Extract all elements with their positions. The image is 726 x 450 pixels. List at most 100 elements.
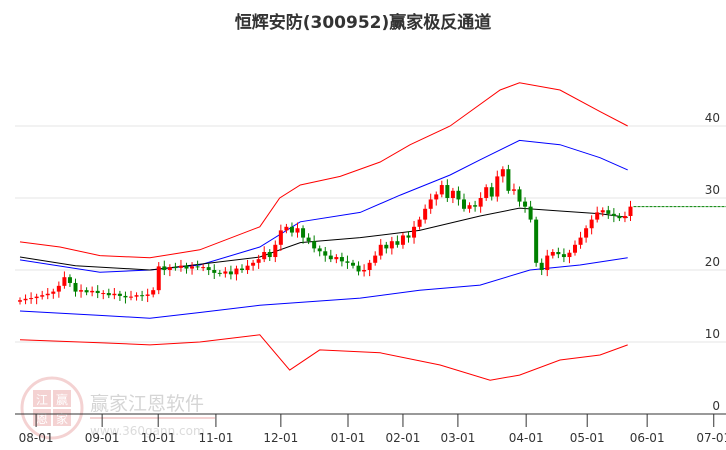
candle-body [600, 210, 605, 213]
candle-body [256, 259, 261, 263]
candle-body [628, 206, 633, 216]
candle-body [278, 230, 283, 245]
candle-body [334, 257, 339, 260]
x-tick-label: 01-01 [331, 431, 366, 445]
candle-body [578, 237, 583, 245]
logo-char: 赢 [56, 392, 68, 407]
candle-body [478, 198, 483, 207]
candle-body [534, 219, 539, 263]
candle-body [384, 244, 389, 249]
candle-body [184, 265, 189, 269]
candle-body [73, 282, 78, 292]
candle-body [295, 228, 300, 233]
logo-char: 家 [56, 411, 68, 426]
y-tick-label: 10 [705, 327, 720, 341]
y-tick-label: 20 [705, 255, 720, 269]
candle-body [134, 295, 139, 297]
candle-body [439, 185, 444, 195]
candle-body [234, 268, 239, 275]
band-line-lower-outer [19, 334, 628, 381]
candle-body [178, 265, 183, 268]
candle-body [267, 252, 272, 258]
candle-body [34, 296, 39, 299]
candle-body [606, 210, 611, 214]
candle-body [84, 290, 89, 293]
candle-body [217, 272, 222, 274]
candle-body [129, 296, 133, 298]
candle-body [622, 216, 627, 219]
chart-title: 恒辉安防(300952)赢家极反通道 [235, 12, 492, 33]
candle-body [228, 271, 233, 275]
candle-body [112, 293, 117, 296]
watermark: 江 赢 恩 家 赢家江恩软件 www.360gann.com [20, 376, 215, 440]
candle-body [528, 206, 533, 220]
watermark-name: 赢家江恩软件 [90, 393, 204, 415]
candle-body [462, 199, 466, 209]
candle-body [56, 285, 61, 292]
candle-body [95, 290, 100, 294]
candle-body [145, 294, 150, 296]
candle-body [301, 228, 306, 238]
x-tick-label: 03-01 [440, 431, 475, 445]
candle-body [140, 295, 145, 297]
logo-char: 恩 [36, 412, 48, 426]
candle-body [511, 189, 516, 191]
candle-body [201, 267, 206, 269]
candle-body [573, 244, 577, 253]
x-tick-label: 09-01 [85, 431, 120, 445]
candle-body [495, 176, 500, 197]
candle-body [428, 199, 433, 209]
logo-cell [53, 409, 71, 426]
candle-body [351, 262, 355, 266]
candle-body [101, 293, 106, 295]
candle-body [617, 216, 622, 219]
candle-body [550, 252, 555, 256]
candle-body [517, 189, 522, 202]
logo-cell [33, 409, 51, 426]
candle-body [450, 190, 455, 198]
candle-body [173, 267, 178, 269]
x-tick-label: 06-01 [630, 431, 665, 445]
candle-body [223, 271, 228, 274]
x-tick-label: 04-01 [509, 431, 544, 445]
candle-body [434, 194, 439, 200]
x-tick-label: 08-01 [19, 431, 54, 445]
candle-body [567, 252, 572, 258]
candle-body [328, 255, 333, 260]
candle-body [156, 266, 161, 291]
candle-body [306, 237, 311, 242]
watermark-logo-icon [20, 376, 84, 440]
logo-cell [33, 390, 51, 407]
candle-body [212, 270, 217, 273]
candle-body [317, 248, 322, 252]
candle-body [389, 241, 394, 249]
candle-body [561, 254, 566, 258]
candle-body [240, 268, 244, 270]
candle-body [367, 262, 372, 270]
candle-body [90, 290, 95, 293]
candle-body [595, 212, 600, 220]
candle-body [584, 228, 589, 238]
candle-body [117, 293, 122, 296]
band-line-middle [19, 207, 628, 271]
candle-body [556, 252, 561, 255]
candle-body [289, 226, 294, 233]
candle-body [412, 226, 417, 238]
candle-body [339, 257, 344, 262]
x-tick-label: 11-01 [198, 431, 233, 445]
candle-body [539, 262, 544, 270]
candle-body [62, 277, 67, 286]
candle-body [245, 265, 250, 270]
candle-body [400, 235, 405, 245]
candle-body [423, 208, 428, 220]
candle-body [45, 293, 50, 296]
candle-body [262, 252, 267, 260]
candle-body [106, 293, 111, 296]
candle-body [123, 295, 128, 298]
candle-body [406, 235, 411, 238]
candle-body [284, 226, 289, 231]
candle-body [67, 277, 72, 283]
candle-body [489, 187, 494, 197]
candle-body [251, 262, 256, 266]
